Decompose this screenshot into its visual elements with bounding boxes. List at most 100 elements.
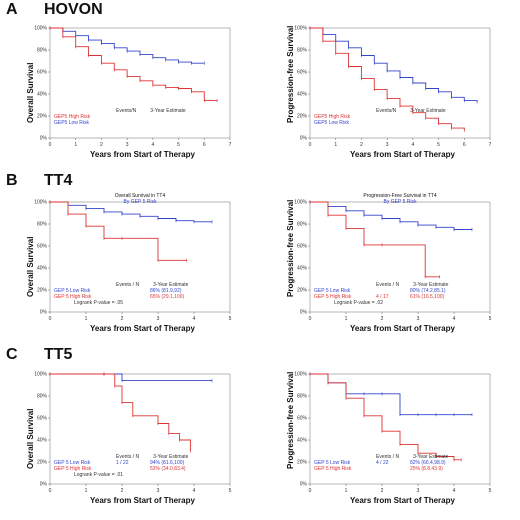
y-tick-label: 100% (294, 200, 307, 206)
x-axis-label: Years from Start of Therapy (90, 496, 195, 505)
x-axis-label: Years from Start of Therapy (90, 150, 195, 159)
legend-label: GEP5 High Risk (54, 114, 91, 120)
y-tick-label: 40% (297, 266, 308, 272)
legend-events: 1 / 22 (116, 460, 129, 466)
y-tick-label: 80% (297, 48, 308, 54)
y-tick-label: 20% (37, 288, 48, 294)
series-line-high-risk (50, 201, 187, 261)
x-tick-label: 3 (157, 316, 160, 322)
legend-label: GEP 5 High Risk (54, 466, 92, 472)
series-line-high-risk (50, 27, 218, 102)
x-tick-label: 4 (193, 488, 196, 494)
chart-subtitle: By GEP 5 Risk (383, 199, 417, 205)
legend-header: Events/N 3-Year Estimate (54, 108, 186, 114)
plot-frame (309, 27, 491, 139)
chart-panel-b-os: 0% 20% 40% 60% 80% 100% 0 1 2 3 4 5 Overall Survival… (10, 193, 250, 344)
y-axis-label: Progression-free Survival (286, 371, 295, 469)
x-tick-label: 5 (489, 316, 492, 322)
x-tick-label: 1 (345, 488, 348, 494)
legend-label: GEP 5 Low Risk (314, 460, 351, 466)
series-line-low-risk (310, 373, 472, 416)
x-tick-label: 5 (489, 488, 492, 494)
y-tick-label: 60% (37, 416, 48, 422)
legend-row: GEP 5 Low Risk 80% (74.2,85.1) (314, 288, 448, 294)
legend-header-estimate: 3-Year Estimate (413, 454, 449, 460)
legend-header-estimate: 3-Year Estimate (150, 108, 186, 114)
section-letter-c: C (6, 346, 18, 363)
x-tick-label: 5 (177, 142, 180, 148)
series-line-high-risk (310, 373, 462, 461)
legend-header-events: Events / N (376, 454, 400, 460)
y-tick-label: 60% (297, 244, 308, 250)
legend-row: GEP 5 High Risk 25% (8.8,43.9) (314, 466, 448, 472)
y-tick-label: 80% (37, 394, 48, 400)
section-letter-b: B (6, 172, 18, 189)
y-tick-label: 0% (300, 482, 308, 488)
x-tick-label: 0 (49, 316, 52, 322)
x-tick-label: 1 (85, 488, 88, 494)
chart-svg: 0% 20% 40% 60% 80% 100% 0 1 2 3 4 5 (34, 200, 231, 322)
x-tick-label: 3 (417, 488, 420, 494)
logrank-pvalue: Logrank P-value = .05 (74, 300, 124, 306)
y-axis-label: Progression-free Survival (286, 199, 295, 297)
legend-label: GEP5 High Risk (314, 114, 351, 120)
y-axis-label: Overall Survival (26, 62, 35, 123)
legend: Events / N 3-Year Estimate GEP 5 Low Risk 4… (314, 454, 448, 472)
x-tick-label: 4 (453, 488, 456, 494)
x-axis-label: Years from Start of Therapy (90, 324, 195, 333)
x-tick-label: 5 (437, 142, 440, 148)
y-tick-label: 20% (297, 460, 308, 466)
y-tick-label: 0% (40, 310, 48, 316)
chart-title: Progression-Free Survival in TT4 By GEP 5… (310, 193, 490, 205)
x-tick-label: 7 (229, 142, 232, 148)
legend-header: Events/N 3-Year Estimate (314, 108, 446, 114)
y-axis-label: Progression-free Survival (286, 25, 295, 123)
x-tick-label: 0 (309, 316, 312, 322)
chart-subtitle: By GEP 5 Risk (123, 199, 157, 205)
series-line-high-risk (310, 201, 440, 278)
legend-header: Events / N 3-Year Estimate (314, 282, 448, 288)
legend-row: GEP 5 High Risk 4 / 17 61% (16.5,100) (314, 294, 448, 300)
chart-title-text: Progression-Free Survival in TT4 (363, 193, 437, 199)
chart-panel-c-os: 0% 20% 40% 60% 80% 100% 0 1 2 3 4 5 Overall Survival… (10, 366, 250, 516)
y-tick-label: 80% (297, 222, 308, 228)
y-tick-label: 0% (40, 482, 48, 488)
y-tick-label: 100% (34, 200, 47, 206)
legend-row: GEP5 Low Risk (314, 120, 446, 126)
section-letter-a: A (6, 1, 18, 18)
x-tick-label: 3 (126, 142, 129, 148)
series-line-low-risk (310, 27, 478, 102)
plot-frame (49, 373, 231, 485)
y-tick-label: 0% (300, 136, 308, 142)
y-tick-label: 100% (294, 372, 307, 378)
legend-header: Events / N 3-Year Estimate (54, 454, 188, 460)
y-tick-label: 20% (297, 288, 308, 294)
chart-panel-a-os: 0% 20% 40% 60% 80% 100% 0 1 2 3 4 5 6 7 Overall Surviv… (10, 20, 250, 170)
y-tick-label: 80% (37, 222, 48, 228)
y-tick-label: 60% (37, 244, 48, 250)
legend-header-estimate: 3-Year Estimate (153, 282, 189, 288)
legend-label: GEP 5 High Risk (314, 466, 352, 472)
y-tick-label: 60% (37, 70, 48, 76)
legend-header-events: Events/N (116, 108, 137, 114)
x-tick-label: 1 (345, 316, 348, 322)
plot-frame (49, 27, 231, 139)
legend-estimate: 94% (81.6,100) (150, 460, 185, 466)
legend-header-estimate: 3-Year Estimate (410, 108, 446, 114)
x-axis-label: Years from Start of Therapy (350, 496, 455, 505)
legend: Events / N 3-Year Estimate GEP 5 Low Risk 1… (54, 454, 188, 478)
y-tick-label: 40% (37, 266, 48, 272)
x-tick-label: 1 (74, 142, 77, 148)
legend: Events / N 3-Year Estimate GEP 5 Low Risk 8… (54, 282, 188, 306)
legend-header-events: Events / N (376, 282, 400, 288)
y-tick-label: 60% (297, 70, 308, 76)
legend-header-estimate: 3-Year Estimate (413, 282, 449, 288)
x-tick-label: 2 (360, 142, 363, 148)
legend-estimate: 25% (8.8,43.9) (410, 466, 443, 472)
legend-label: GEP 5 Low Risk (54, 288, 91, 294)
legend-estimate: 80% (74.2,85.1) (410, 288, 446, 294)
chart-panel-c-pfs: 0% 20% 40% 60% 80% 100% 0 1 2 3 4 5 Progression-free… (270, 366, 510, 516)
y-tick-label: 20% (37, 114, 48, 120)
x-tick-label: 0 (309, 142, 312, 148)
legend-header: Events / N 3-Year Estimate (54, 282, 188, 288)
